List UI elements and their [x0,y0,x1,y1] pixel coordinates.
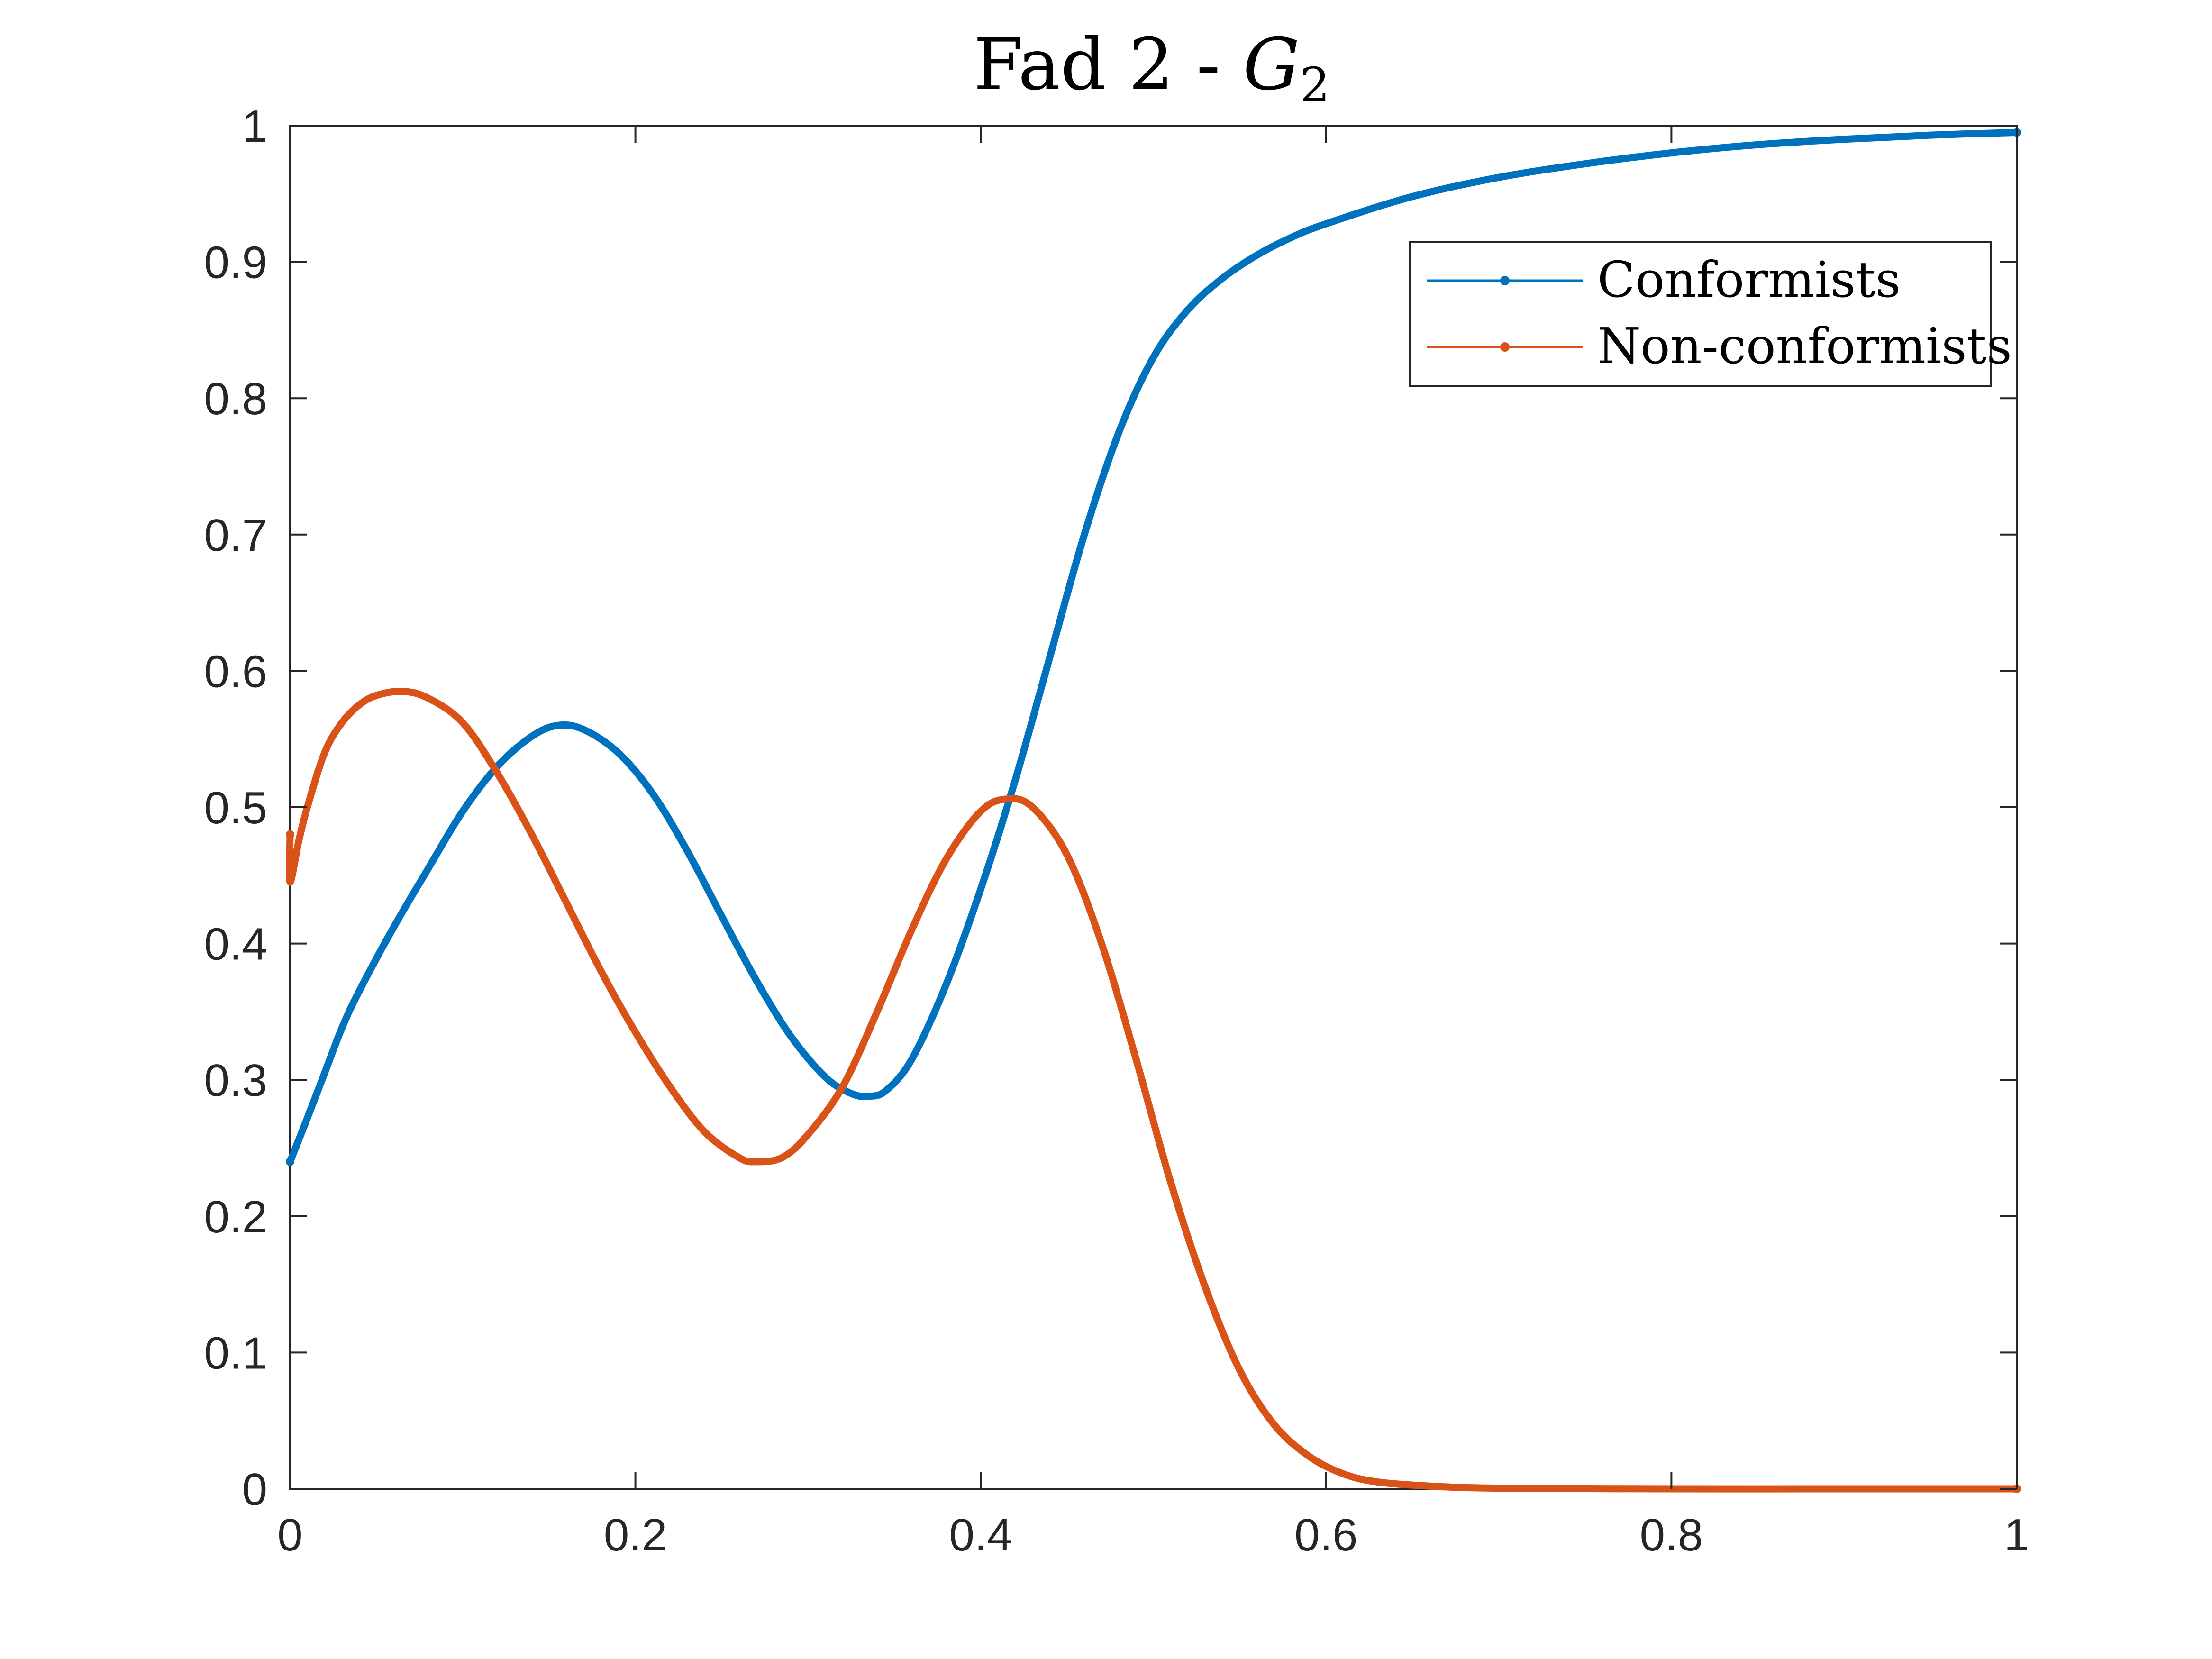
y-tick-label: 0.4 [204,919,267,970]
y-tick-label: 0.2 [204,1192,267,1242]
y-tick-label: 0.6 [204,646,267,697]
x-tick-label: 0.6 [1294,1510,1357,1560]
chart-title: Fad 2 - G2 [974,24,1330,113]
series-start-marker-conformists [286,1157,294,1166]
y-tick-label: 0.7 [204,510,267,561]
axis-ticks: 0 0.2 0.4 0.6 0.8 1 0 0.1 0.2 0.3 0.4 0.5 0.6 0.7 0.8 0… [204,101,2030,1560]
series-layer [286,128,2021,1493]
y-tick-label: 0.5 [204,783,267,833]
x-tick-label: 1 [2004,1510,2029,1560]
series-start-marker-non-conformists [286,830,294,839]
y-tick-label: 0.1 [204,1328,267,1378]
y-tick-label: 0.8 [204,374,267,424]
y-tick-label: 0 [242,1464,267,1515]
chart-title-math-base: G [1243,24,1300,106]
legend: Conformists Non-conformists [1409,241,2012,387]
y-tick-label: 0.9 [204,237,267,288]
x-tick-label: 0.8 [1640,1510,1703,1560]
legend-label-non-conformists: Non-conformists [1597,317,2012,375]
legend-marker-non-conformists [1500,342,1510,352]
y-tick-label: 1 [242,101,267,152]
chart-title-math-subscript: 2 [1300,57,1330,113]
y-tick-label: 0.3 [204,1055,267,1106]
chart-title-text: Fad 2 - [974,24,1243,106]
series-line-conformists [286,128,2021,1166]
x-tick-label: 0.2 [604,1510,667,1560]
x-tick-label: 0 [277,1510,302,1560]
legend-label-conformists: Conformists [1597,251,1901,309]
legend-marker-conformists [1500,276,1510,285]
x-tick-label: 0.4 [949,1510,1012,1560]
series-line-non-conformists [286,687,2021,1493]
legend-box [1409,241,1992,387]
